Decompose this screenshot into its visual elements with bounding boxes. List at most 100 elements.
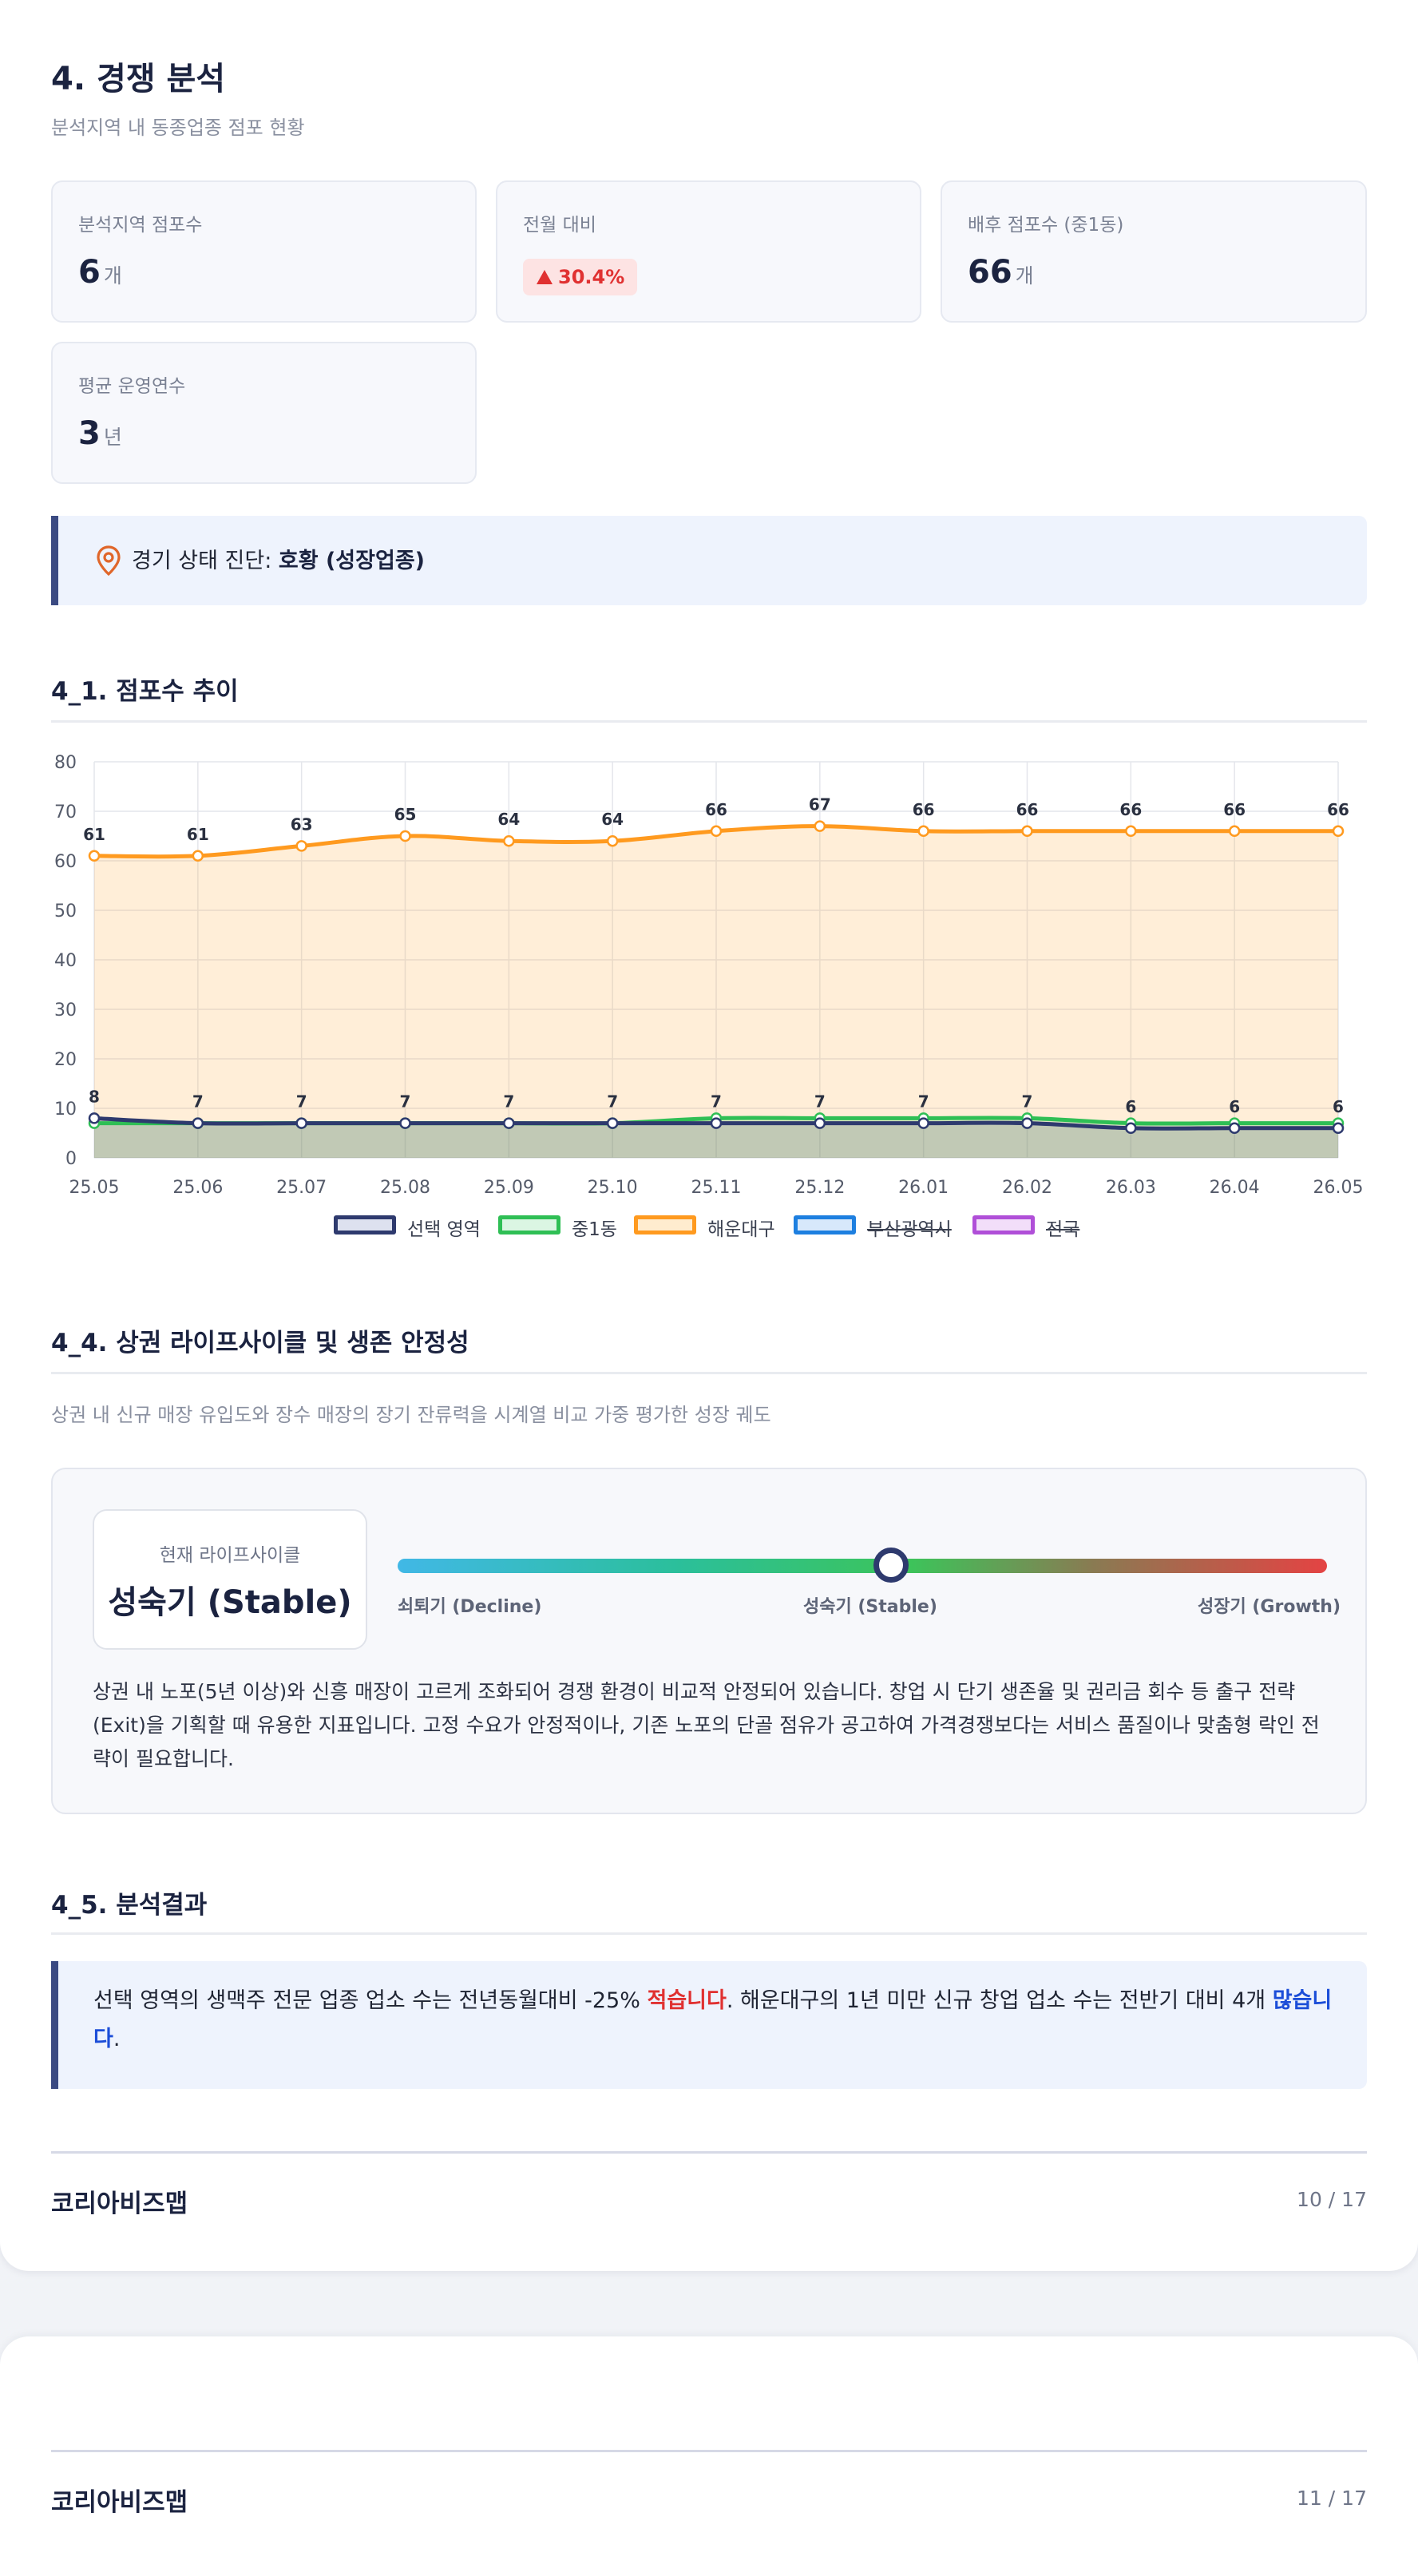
footer-brand: 코리아비즈맵: [51, 2488, 188, 2517]
section-title: 4. 경쟁 분석: [51, 61, 226, 97]
stat-unit: 개: [1015, 264, 1034, 287]
legend-label: 부산광역시: [867, 1219, 952, 1240]
x-tick-label: 26.03: [1106, 1178, 1156, 1198]
data-point: [606, 1117, 619, 1129]
chart-section-title: 4_1. 점포수 추이: [51, 677, 239, 706]
legend-swatch: [334, 1215, 396, 1234]
data-point: [917, 825, 929, 838]
stat-unit: 개: [103, 264, 122, 287]
data-label: 61: [83, 825, 105, 844]
lifecycle-gradient-bar: [398, 1559, 1327, 1573]
data-label: 7: [814, 1092, 826, 1112]
data-label: 64: [497, 810, 520, 829]
current-lifecycle-box: 현재 라이프사이클 성숙기 (Stable): [93, 1509, 367, 1650]
result-part: 선택 영역의 생맥주 전문 업종 업소 수는 전년동월대비 -25%: [93, 1988, 648, 2013]
stat-label: 전월 대비: [523, 215, 596, 236]
data-point: [1228, 1122, 1241, 1135]
current-lifecycle-value: 성숙기 (Stable): [108, 1584, 352, 1621]
y-tick-label: 60: [54, 852, 77, 872]
data-label: 7: [400, 1092, 411, 1112]
result-highlight-less: 적습니다: [647, 1988, 727, 2013]
data-label: 8: [89, 1087, 100, 1106]
x-tick-label: 26.02: [1002, 1178, 1052, 1198]
x-tick-label: 25.10: [588, 1178, 638, 1198]
report-page-11: 코리아비즈맵 11 / 17: [0, 2336, 1418, 2576]
data-point: [710, 1117, 723, 1129]
data-label: 6: [1333, 1097, 1344, 1116]
data-point: [1332, 1122, 1345, 1135]
legend-label: 해운대구: [707, 1219, 775, 1240]
result-highlight-more: 많습니다: [93, 1988, 1333, 2051]
data-point: [295, 1117, 307, 1129]
series-area: [94, 826, 1338, 1158]
x-tick-label: 25.08: [380, 1178, 430, 1198]
data-label: 66: [1119, 800, 1142, 819]
data-label: 7: [503, 1092, 514, 1112]
y-tick-label: 30: [54, 1001, 77, 1020]
result-part: . 해운대구의 1년 미만 신규 창업 업소 수는 전반기 대비 4개: [726, 1988, 1273, 2013]
y-tick-label: 40: [54, 951, 77, 971]
stat-label: 배후 점포수 (중1동): [968, 215, 1124, 236]
x-tick-label: 25.05: [69, 1178, 120, 1198]
data-label: 7: [711, 1092, 722, 1112]
y-tick-label: 20: [54, 1050, 77, 1070]
footer-brand: 코리아비즈맵: [51, 2190, 188, 2218]
result-part: .: [113, 2027, 121, 2051]
data-label: 7: [607, 1092, 618, 1112]
data-point: [88, 850, 101, 862]
store-count-trend-chart: 0 10 20 30 40 50 60 70 80 25.05 25.06 25.07 25.08 25.…: [54, 753, 1364, 1198]
x-tick-label: 25.06: [172, 1178, 223, 1198]
data-label: 7: [918, 1092, 929, 1112]
legend-label: 중1동: [572, 1219, 617, 1240]
data-point: [295, 840, 307, 852]
footer-divider: [51, 2151, 1367, 2154]
change-badge: 30.4%: [523, 259, 638, 295]
data-point: [503, 1117, 515, 1129]
diagnosis-value: 호황 (성장업종): [278, 549, 426, 573]
data-point: [88, 1112, 101, 1124]
data-point: [814, 1117, 826, 1129]
y-tick-label: 0: [65, 1149, 77, 1169]
data-point: [503, 834, 515, 847]
divider: [51, 1372, 1367, 1374]
data-label: 66: [1223, 800, 1246, 819]
data-label: 6: [1125, 1097, 1136, 1116]
legend-swatch: [498, 1215, 560, 1234]
diagnosis-banner: 경기 상태 진단: 호황 (성장업종): [51, 516, 1367, 605]
y-tick-label: 80: [54, 753, 77, 773]
legend-label: 전국: [1046, 1219, 1080, 1240]
stage-stable-label: 성숙기 (Stable): [803, 1597, 937, 1617]
data-point: [1228, 825, 1241, 838]
data-label: 67: [809, 795, 831, 814]
stage-decline-label: 쇠퇴기 (Decline): [398, 1597, 542, 1617]
y-tick-label: 10: [54, 1100, 77, 1120]
stat-value: 6: [78, 254, 101, 291]
data-label: 6: [1229, 1097, 1240, 1116]
data-label: 66: [1016, 800, 1039, 819]
data-point: [399, 1117, 411, 1129]
x-tick-label: 25.12: [794, 1178, 845, 1198]
data-point: [1332, 825, 1345, 838]
data-label: 66: [1327, 800, 1349, 819]
lifecycle-explanation: 상권 내 노포(5년 이상)와 신흥 매장이 고르게 조화되어 경쟁 환경이 비…: [93, 1680, 1320, 1770]
footer-page-number: 10 / 17: [1297, 2188, 1367, 2211]
legend-label: 선택 영역: [407, 1219, 481, 1240]
stat-card-mom-change: 전월 대비 30.4%: [496, 180, 921, 323]
data-label: 7: [1022, 1092, 1033, 1112]
diagnosis-prefix: 경기 상태 진단:: [132, 549, 279, 573]
stat-label: 평균 운영연수: [78, 376, 186, 397]
current-lifecycle-label: 현재 라이프사이클: [159, 1545, 301, 1566]
lifecycle-panel: 현재 라이프사이클 성숙기 (Stable) 쇠퇴기 (Decline) 성숙기…: [51, 1468, 1367, 1814]
x-tick-label: 26.05: [1313, 1178, 1364, 1198]
data-label: 66: [705, 800, 727, 819]
y-tick-label: 70: [54, 803, 77, 822]
data-point: [192, 850, 204, 862]
data-point: [710, 825, 723, 838]
data-point: [606, 834, 619, 847]
data-label: 61: [187, 825, 209, 844]
divider: [51, 1932, 1367, 1935]
data-point: [1021, 1117, 1033, 1129]
legend-swatch: [972, 1215, 1035, 1234]
stat-card-backdrop-count: 배후 점포수 (중1동) 66 개: [941, 180, 1367, 323]
